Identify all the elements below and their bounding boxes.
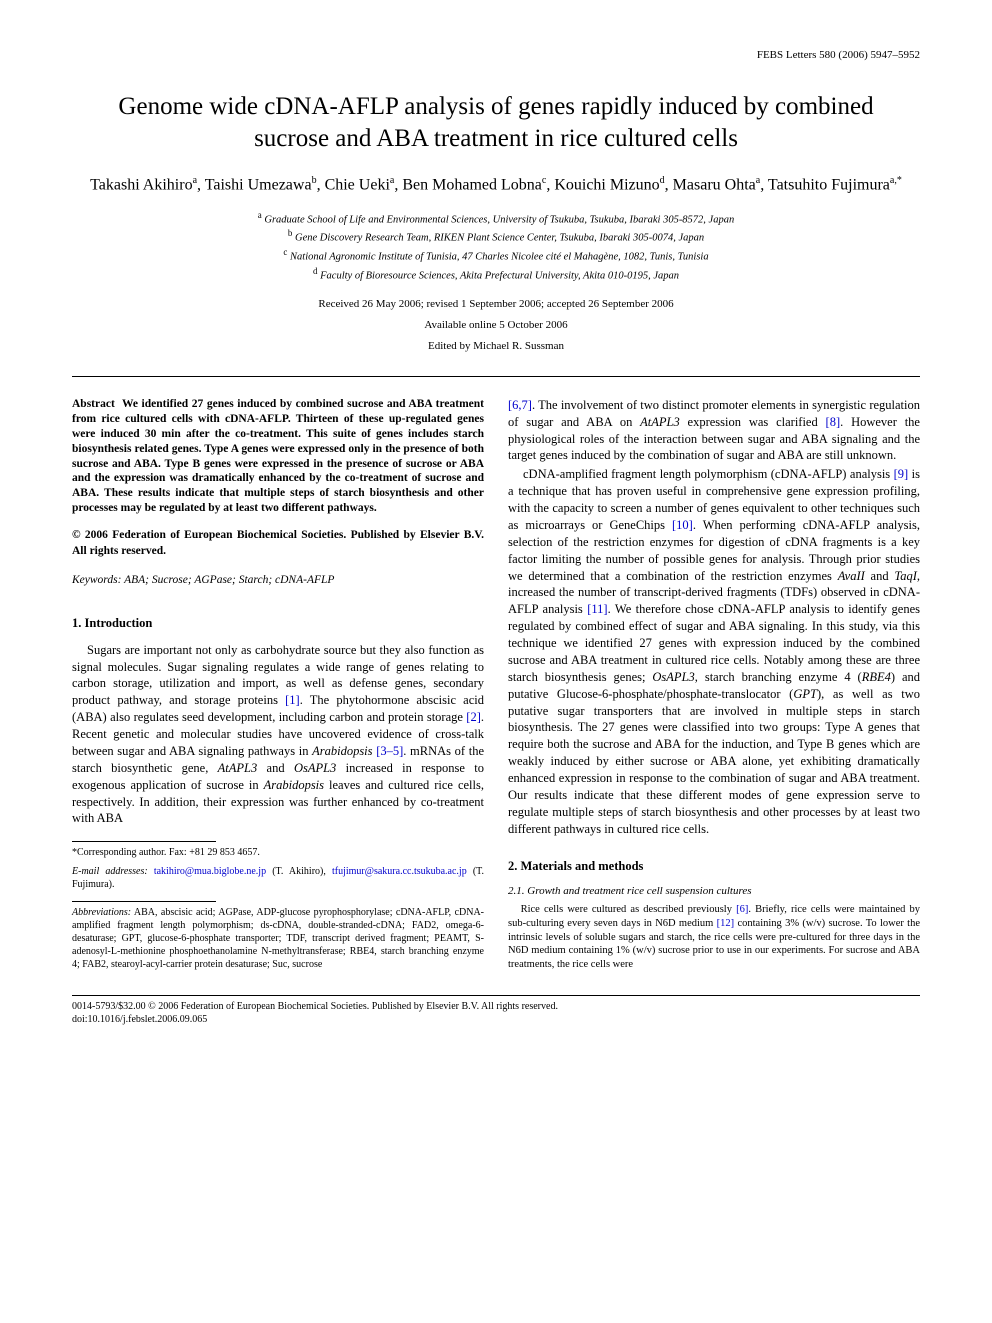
abbr-rule — [72, 901, 216, 902]
footer-rule — [72, 995, 920, 996]
intro-paragraph-2: [6,7]. The involvement of two distinct p… — [508, 397, 920, 465]
running-header: FEBS Letters 580 (2006) 5947–5952 — [72, 48, 920, 63]
dates-line: Received 26 May 2006; revised 1 Septembe… — [72, 297, 920, 312]
abstract-block: Abstract We identified 27 genes induced … — [72, 397, 484, 517]
intro-paragraph-3: cDNA-amplified fragment length polymorph… — [508, 466, 920, 837]
abbreviations-block: Abbreviations: ABA, abscisic acid; AGPas… — [72, 901, 484, 971]
email-link-2[interactable]: tfujimur@sakura.cc.tsukuba.ac.jp — [332, 866, 467, 877]
keywords-line: Keywords: ABA; Sucrose; AGPase; Starch; … — [72, 573, 484, 589]
page-footer: 0014-5793/$32.00 © 2006 Federation of Eu… — [72, 995, 920, 1026]
corresponding-author: *Corresponding author. Fax: +81 29 853 4… — [72, 846, 484, 859]
abbreviations-label: Abbreviations: — [72, 907, 131, 918]
methods-paragraph-1: Rice cells were cultured as described pr… — [508, 903, 920, 971]
footer-copyright: 0014-5793/$32.00 © 2006 Federation of Eu… — [72, 1000, 920, 1013]
keywords-text: ABA; Sucrose; AGPase; Starch; cDNA-AFLP — [124, 574, 334, 586]
affiliation-b: b Gene Discovery Research Team, RIKEN Pl… — [72, 227, 920, 246]
edited-by: Edited by Michael R. Sussman — [72, 339, 920, 354]
email-link-1[interactable]: takihiro@mua.biglobe.ne.jp — [154, 866, 266, 877]
affiliations-block: a Graduate School of Life and Environmen… — [72, 209, 920, 284]
authors-line: Takashi Akihiroa, Taishi Umezawab, Chie … — [72, 174, 920, 197]
subsection-2-1-heading: 2.1. Growth and treatment rice cell susp… — [508, 884, 920, 899]
keywords-label: Keywords: — [72, 574, 121, 586]
section-1-heading: 1. Introduction — [72, 615, 484, 632]
two-column-body: Abstract We identified 27 genes induced … — [72, 397, 920, 972]
copyright-line: © 2006 Federation of European Biochemica… — [72, 528, 484, 559]
affiliation-a: a Graduate School of Life and Environmen… — [72, 209, 920, 228]
article-title: Genome wide cDNA-AFLP analysis of genes … — [92, 91, 900, 156]
section-2-heading: 2. Materials and methods — [508, 858, 920, 875]
available-online: Available online 5 October 2006 — [72, 318, 920, 333]
email-addresses: E-mail addresses: takihiro@mua.biglobe.n… — [72, 865, 484, 891]
abstract-text: We identified 27 genes induced by combin… — [72, 398, 484, 515]
divider-rule — [72, 376, 920, 377]
footnote-rule — [72, 841, 216, 842]
footer-doi: doi:10.1016/j.febslet.2006.09.065 — [72, 1013, 920, 1026]
intro-paragraph-1: Sugars are important not only as carbohy… — [72, 642, 484, 828]
abbreviations-text: ABA, abscisic acid; AGPase, ADP-glucose … — [72, 907, 484, 970]
footnote-block: *Corresponding author. Fax: +81 29 853 4… — [72, 841, 484, 891]
affiliation-d: d Faculty of Bioresource Sciences, Akita… — [72, 265, 920, 284]
affiliation-c: c National Agronomic Institute of Tunisi… — [72, 246, 920, 265]
